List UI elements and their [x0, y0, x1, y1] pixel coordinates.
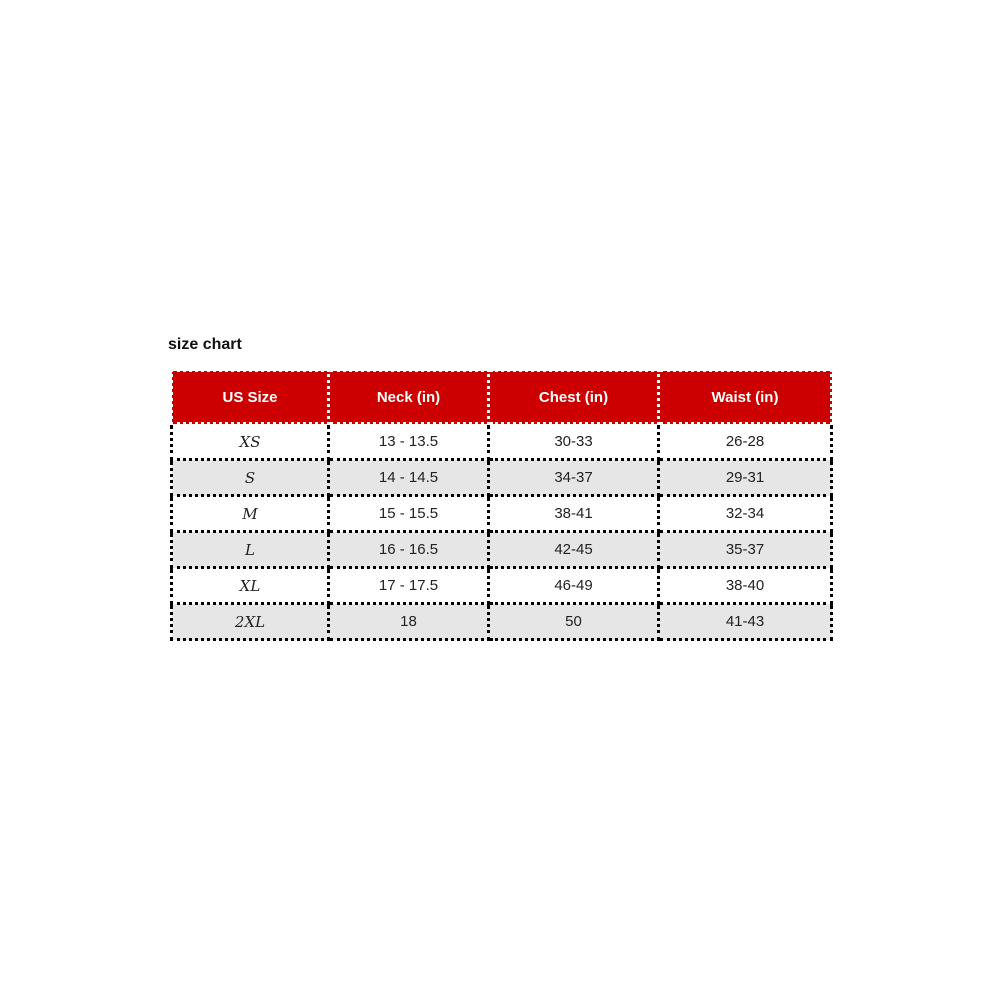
table-row: S 14 - 14.5 34-37 29-31 — [170, 458, 833, 497]
measurement-cell: 32-34 — [657, 494, 833, 533]
size-cell: 2XL — [170, 602, 330, 641]
measurement-cell: 13 - 13.5 — [327, 422, 490, 461]
measurement-cell: 18 — [327, 602, 490, 641]
measurement-cell: 42-45 — [487, 530, 660, 569]
measurement-cell: 38-41 — [487, 494, 660, 533]
measurement-cell: 34-37 — [487, 458, 660, 497]
measurement-cell: 41-43 — [657, 602, 833, 641]
size-cell: M — [170, 494, 330, 533]
measurement-cell: 15 - 15.5 — [327, 494, 490, 533]
measurement-cell: 30-33 — [487, 422, 660, 461]
measurement-cell: 16 - 16.5 — [327, 530, 490, 569]
table-row: XL 17 - 17.5 46-49 38-40 — [170, 566, 833, 605]
size-cell: L — [170, 530, 330, 569]
measurement-cell: 26-28 — [657, 422, 833, 461]
measurement-cell: 46-49 — [487, 566, 660, 605]
size-cell: XS — [170, 422, 330, 461]
column-header: Waist (in) — [657, 369, 833, 425]
table-row: 2XL 18 50 41-43 — [170, 602, 833, 641]
header-row: US Size Neck (in) Chest (in) Waist (in) — [170, 369, 833, 425]
column-header: Chest (in) — [487, 369, 660, 425]
size-chart-table: US Size Neck (in) Chest (in) Waist (in) XS 1… — [170, 369, 833, 641]
measurement-cell: 17 - 17.5 — [327, 566, 490, 605]
size-cell: S — [170, 458, 330, 497]
size-cell: XL — [170, 566, 330, 605]
table-row: XS 13 - 13.5 30-33 26-28 — [170, 422, 833, 461]
measurement-cell: 50 — [487, 602, 660, 641]
measurement-cell: 35-37 — [657, 530, 833, 569]
measurement-cell: 14 - 14.5 — [327, 458, 490, 497]
table-row: L 16 - 16.5 42-45 35-37 — [170, 530, 833, 569]
column-header: Neck (in) — [327, 369, 490, 425]
measurement-cell: 29-31 — [657, 458, 833, 497]
column-header: US Size — [170, 369, 330, 425]
page-title: size chart — [168, 336, 242, 353]
measurement-cell: 38-40 — [657, 566, 833, 605]
table-row: M 15 - 15.5 38-41 32-34 — [170, 494, 833, 533]
